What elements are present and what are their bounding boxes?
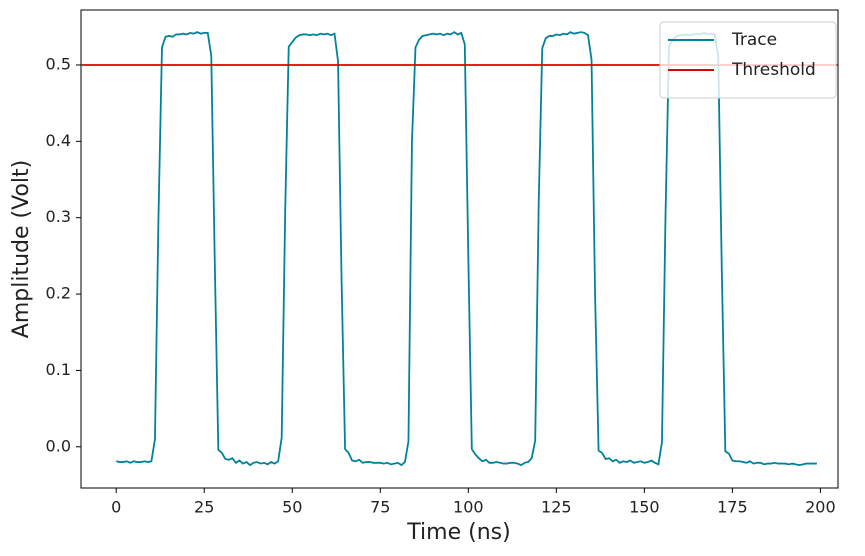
x-tick-label: 0 [111,498,121,517]
y-tick-label: 0.5 [46,54,71,73]
x-tick-label: 75 [370,498,390,517]
legend-label: Trace [731,30,777,50]
x-tick-label: 150 [629,498,660,517]
y-tick-label: 0.0 [46,436,71,455]
x-axis-label: Time (ns) [406,520,510,545]
y-tick-label: 0.3 [46,207,71,226]
x-tick-label: 175 [717,498,748,517]
y-tick-label: 0.2 [46,284,71,303]
legend-label: Threshold [731,60,816,80]
x-tick-label: 50 [282,498,302,517]
x-tick-label: 125 [541,498,572,517]
y-axis-label: Amplitude (Volt) [9,160,34,338]
y-tick-label: 0.1 [46,360,71,379]
x-tick-label: 100 [453,498,484,517]
x-tick-label: 200 [805,498,836,517]
y-tick-label: 0.4 [46,131,71,150]
x-tick-label: 25 [194,498,214,517]
plot-frame [80,9,839,489]
